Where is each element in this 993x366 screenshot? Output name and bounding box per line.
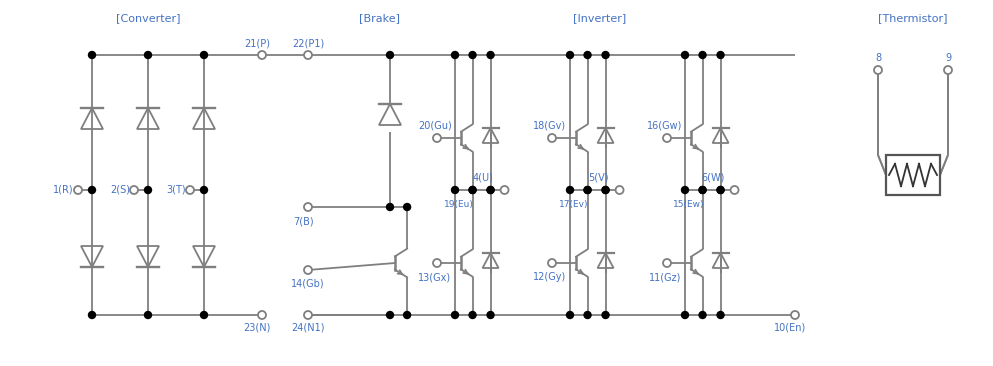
Circle shape xyxy=(74,186,82,194)
Text: 8: 8 xyxy=(875,53,881,63)
Circle shape xyxy=(469,187,476,194)
Circle shape xyxy=(616,186,624,194)
Circle shape xyxy=(433,259,441,267)
Circle shape xyxy=(487,187,495,194)
Text: [Brake]: [Brake] xyxy=(359,13,400,23)
Circle shape xyxy=(602,187,609,194)
Circle shape xyxy=(584,311,591,318)
Circle shape xyxy=(201,187,208,194)
Text: 10(En): 10(En) xyxy=(774,322,806,332)
Circle shape xyxy=(88,311,95,318)
Text: 6(W): 6(W) xyxy=(701,173,725,183)
Circle shape xyxy=(304,266,312,274)
Circle shape xyxy=(566,311,574,318)
Text: 20(Gu): 20(Gu) xyxy=(418,120,452,130)
Circle shape xyxy=(88,52,95,59)
Text: 7(B): 7(B) xyxy=(294,216,315,226)
Text: 3(T): 3(T) xyxy=(167,185,186,195)
Circle shape xyxy=(548,259,556,267)
Circle shape xyxy=(145,187,152,194)
Text: 5(V): 5(V) xyxy=(588,173,609,183)
Circle shape xyxy=(584,52,591,59)
Circle shape xyxy=(500,186,508,194)
Circle shape xyxy=(717,311,724,318)
Text: [Thermistor]: [Thermistor] xyxy=(878,13,947,23)
Text: [Inverter]: [Inverter] xyxy=(573,13,627,23)
Circle shape xyxy=(548,134,556,142)
Circle shape xyxy=(452,311,459,318)
Circle shape xyxy=(403,311,410,318)
Text: 16(Gw): 16(Gw) xyxy=(647,120,683,130)
Circle shape xyxy=(602,52,609,59)
Text: 21(P): 21(P) xyxy=(244,38,270,48)
Circle shape xyxy=(944,66,952,74)
Circle shape xyxy=(186,186,194,194)
Circle shape xyxy=(452,187,459,194)
Circle shape xyxy=(304,203,312,211)
Circle shape xyxy=(469,52,476,59)
Text: 4(U): 4(U) xyxy=(473,173,494,183)
Circle shape xyxy=(681,311,688,318)
Text: 14(Gb): 14(Gb) xyxy=(291,279,325,289)
Text: 13(Gx): 13(Gx) xyxy=(418,272,452,282)
Circle shape xyxy=(602,187,609,194)
Circle shape xyxy=(584,187,591,194)
Circle shape xyxy=(201,311,208,318)
Circle shape xyxy=(258,311,266,319)
Circle shape xyxy=(145,311,152,318)
Text: [Converter]: [Converter] xyxy=(116,13,181,23)
Text: 2(S): 2(S) xyxy=(110,185,130,195)
Circle shape xyxy=(469,187,476,194)
Text: 15(Ew): 15(Ew) xyxy=(673,199,705,209)
Circle shape xyxy=(487,187,495,194)
Text: 18(Gv): 18(Gv) xyxy=(533,120,567,130)
Circle shape xyxy=(386,203,393,210)
Circle shape xyxy=(130,186,138,194)
Circle shape xyxy=(145,52,152,59)
Circle shape xyxy=(681,52,688,59)
Circle shape xyxy=(717,52,724,59)
Circle shape xyxy=(386,52,393,59)
Circle shape xyxy=(681,187,688,194)
Text: 17(Ev): 17(Ev) xyxy=(559,199,589,209)
Text: 19(Eu): 19(Eu) xyxy=(444,199,474,209)
Circle shape xyxy=(386,311,393,318)
Text: 12(Gy): 12(Gy) xyxy=(533,272,567,282)
Circle shape xyxy=(874,66,882,74)
Bar xyxy=(886,155,940,195)
Circle shape xyxy=(566,187,574,194)
Circle shape xyxy=(663,259,671,267)
Circle shape xyxy=(304,51,312,59)
Circle shape xyxy=(791,311,799,319)
Circle shape xyxy=(487,52,495,59)
Circle shape xyxy=(433,134,441,142)
Circle shape xyxy=(717,187,724,194)
Circle shape xyxy=(88,187,95,194)
Circle shape xyxy=(469,311,476,318)
Circle shape xyxy=(201,52,208,59)
Text: 24(N1): 24(N1) xyxy=(291,322,325,332)
Circle shape xyxy=(452,52,459,59)
Circle shape xyxy=(699,187,706,194)
Circle shape xyxy=(403,203,410,210)
Circle shape xyxy=(584,187,591,194)
Circle shape xyxy=(258,51,266,59)
Text: 9: 9 xyxy=(945,53,951,63)
Circle shape xyxy=(602,311,609,318)
Circle shape xyxy=(699,187,706,194)
Circle shape xyxy=(663,134,671,142)
Circle shape xyxy=(304,311,312,319)
Text: 22(P1): 22(P1) xyxy=(292,38,324,48)
Circle shape xyxy=(699,311,706,318)
Text: 1(R): 1(R) xyxy=(54,185,74,195)
Circle shape xyxy=(566,52,574,59)
Text: 11(Gz): 11(Gz) xyxy=(648,272,681,282)
Circle shape xyxy=(717,187,724,194)
Circle shape xyxy=(731,186,739,194)
Circle shape xyxy=(699,52,706,59)
Circle shape xyxy=(487,311,495,318)
Text: 23(N): 23(N) xyxy=(243,322,271,332)
